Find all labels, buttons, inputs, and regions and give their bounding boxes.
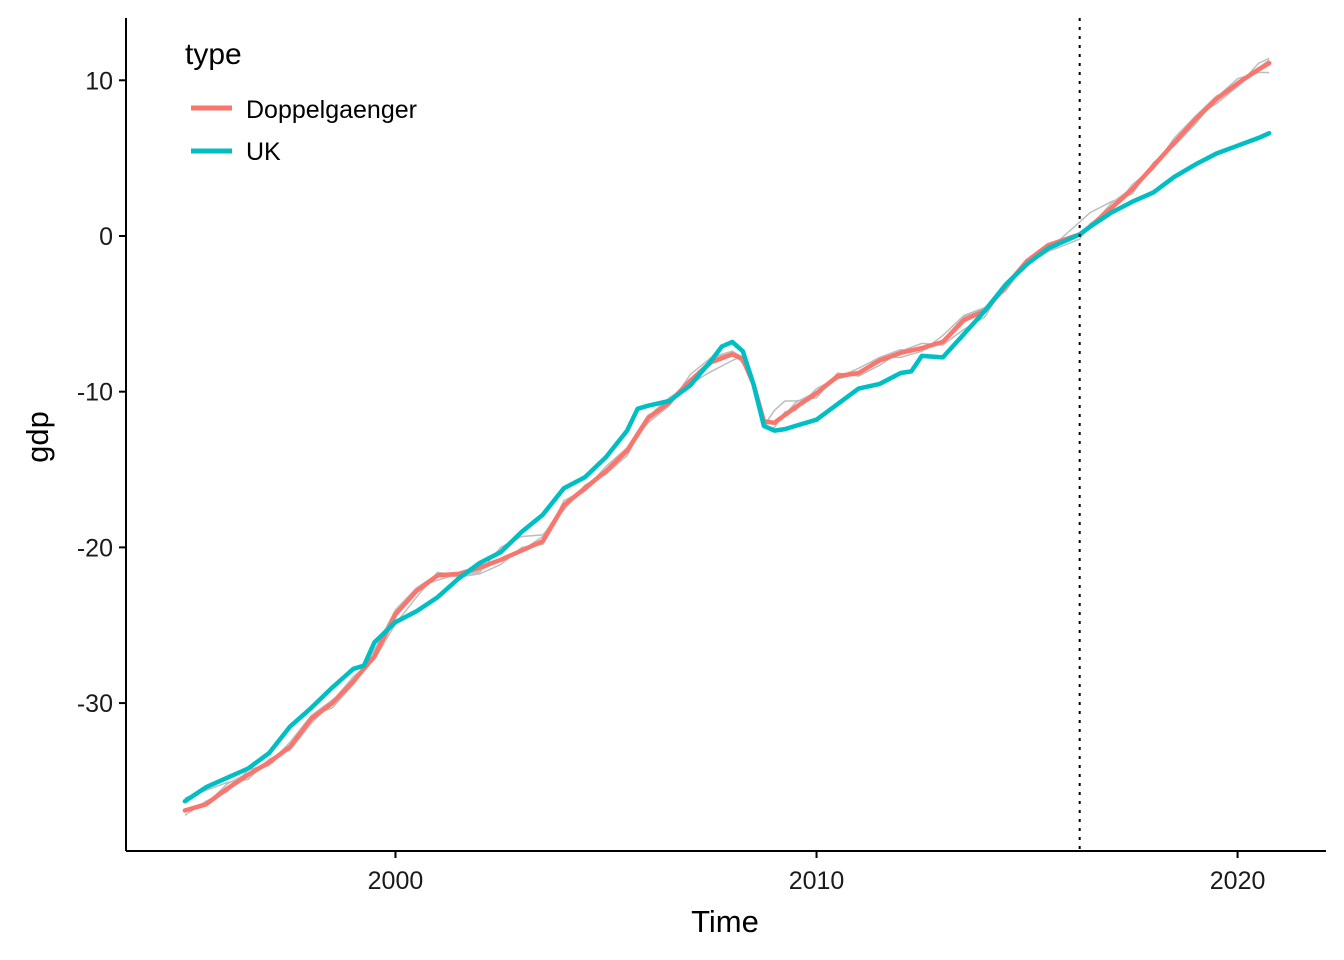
x-tick-label: 2010 <box>789 867 845 895</box>
y-axis-title: gdp <box>20 411 55 463</box>
legend-title: type <box>185 38 242 71</box>
y-axis-ticks: -30 -20 -10 0 10 <box>77 67 126 718</box>
x-tick-label: 2020 <box>1210 867 1266 895</box>
y-tick-label: 0 <box>99 223 113 251</box>
legend: type Doppelgaenger UK <box>185 38 417 166</box>
legend-label-uk: UK <box>246 138 281 166</box>
series-line-uk <box>182 130 1272 804</box>
legend-label-doppelgaenger: Doppelgaenger <box>246 96 417 124</box>
placebo-line-1 <box>184 59 1270 812</box>
y-tick-label: -10 <box>77 379 113 407</box>
series-line-doppelgaenger <box>182 60 1272 813</box>
placebo-lines <box>184 57 1270 816</box>
y-tick-label: -30 <box>77 690 113 718</box>
x-tick-label: 2000 <box>368 867 424 895</box>
y-tick-label: 10 <box>85 67 113 95</box>
y-tick-label: -20 <box>77 534 113 562</box>
placebo-line-3 <box>184 57 1270 816</box>
x-axis-title: Time <box>691 904 759 939</box>
series-lines <box>182 60 1272 813</box>
x-axis-ticks: 2000 2010 2020 <box>368 851 1266 895</box>
